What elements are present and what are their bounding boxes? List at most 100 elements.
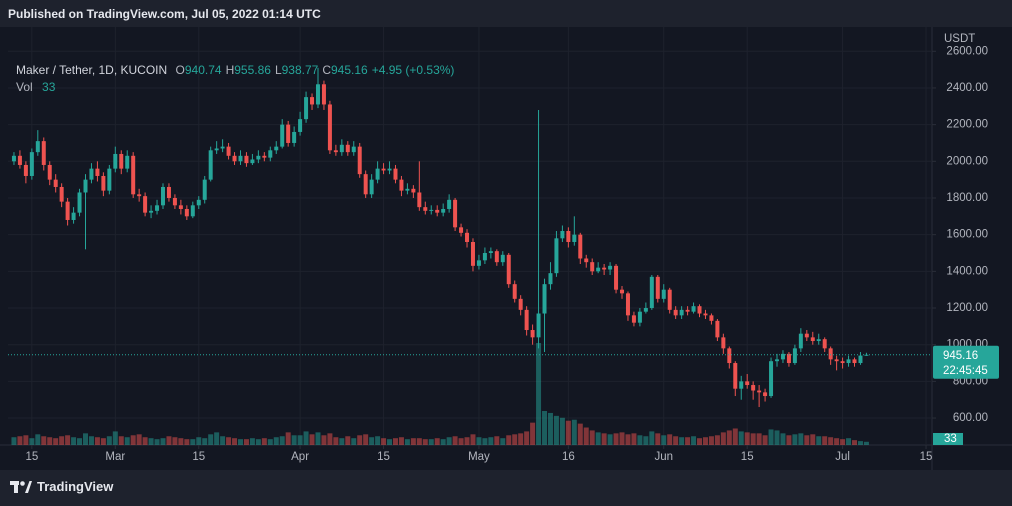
volume-bar (303, 431, 309, 445)
volume-bar (631, 433, 637, 445)
candle-body (315, 84, 320, 105)
candle-body (125, 155, 130, 169)
volume-bar (768, 429, 774, 445)
candle-body (107, 168, 112, 191)
volume-bar (625, 434, 631, 445)
volume-bar (750, 433, 756, 445)
candle-body (351, 146, 356, 153)
volume-bar (530, 422, 536, 445)
volume-bar (333, 437, 339, 445)
volume-bar (595, 432, 601, 445)
candle-body (119, 153, 124, 169)
ohlc-key: L (274, 63, 282, 77)
volume-bar (41, 436, 47, 445)
volume-bar (542, 411, 548, 445)
candle-body (727, 348, 732, 364)
legend: Maker / Tether, 1D, KUCOIN O940.74 H955.8… (16, 62, 454, 96)
candle-body (828, 348, 833, 360)
volume-bar (744, 432, 750, 445)
candle-body (620, 289, 625, 294)
volume-bar (416, 438, 422, 445)
candle-body (327, 104, 332, 151)
candle-body (411, 188, 416, 193)
currency: USDT (944, 33, 975, 45)
candle-body (691, 306, 696, 312)
x-tick-label: 15 (377, 451, 390, 463)
volume-bar (124, 437, 130, 445)
candle-body (399, 179, 404, 191)
candle-body (417, 192, 422, 208)
volume-bar (601, 433, 607, 445)
volume-bar (190, 439, 196, 445)
candle-body (339, 144, 344, 153)
volume-bar (23, 435, 29, 445)
volume-bar (398, 437, 404, 445)
candle-body (769, 361, 774, 397)
volume-bar (142, 437, 148, 445)
volume-bar (249, 438, 255, 445)
footer: TradingView (10, 479, 113, 494)
candle-body (548, 273, 553, 285)
volume-row: Vol 33 (16, 79, 454, 96)
candle-body (23, 164, 28, 176)
candle-body (441, 208, 446, 213)
candle-body (363, 174, 368, 195)
volume-bar (208, 434, 214, 445)
volume-bar (589, 430, 595, 445)
x-tick-label: 15 (920, 451, 933, 463)
volume-bar (458, 438, 464, 445)
candle-body (751, 385, 756, 391)
candle-body (298, 119, 303, 132)
candle-body (232, 155, 237, 162)
candle-body (524, 309, 529, 331)
ohlc-value: 940.74 (184, 63, 222, 77)
volume-bar (816, 436, 822, 445)
candle-body (11, 155, 16, 162)
volume-bar (339, 438, 345, 445)
candle-body (721, 337, 726, 349)
candle-body (733, 363, 738, 389)
volume-bar (387, 439, 393, 445)
candle-body (238, 155, 243, 162)
candle-body (655, 276, 660, 299)
candle-body (786, 353, 791, 364)
candle-body (822, 339, 827, 349)
candle-body (41, 141, 46, 165)
y-tick-label: 2200.00 (946, 119, 988, 131)
candle-body (643, 308, 648, 312)
volume-bar (702, 437, 708, 445)
last-volume-box (933, 433, 963, 445)
volume-bar (697, 438, 703, 445)
x-tick-label: May (468, 451, 490, 463)
volume-bar (792, 434, 798, 445)
candle-body (95, 168, 100, 176)
volume-bar (35, 434, 41, 445)
candle-body (608, 265, 613, 270)
volume-bar (518, 433, 524, 445)
candle-body (208, 150, 213, 180)
candle-body (190, 205, 195, 217)
volume-bar (536, 343, 542, 445)
volume-bar (363, 434, 369, 445)
volume-bar (65, 435, 71, 445)
x-tick-label: 15 (25, 451, 38, 463)
volume-bar (613, 433, 619, 445)
volume-bar (679, 437, 685, 445)
candle-body (393, 168, 398, 180)
volume-bar (130, 435, 136, 445)
volume-bar (178, 438, 184, 445)
candle-body (637, 311, 642, 323)
volume-bar (863, 441, 869, 445)
candle-body (810, 337, 815, 342)
y-tick-label: 1600.00 (946, 229, 988, 241)
volume-bar (607, 434, 613, 445)
candle-body (381, 168, 386, 171)
candle-body (679, 309, 684, 316)
volume-bar (852, 440, 858, 445)
candle-body (286, 124, 291, 143)
candle-body (304, 97, 309, 120)
candle-body (202, 179, 207, 200)
candle-body (649, 276, 654, 309)
candle-body (685, 309, 690, 312)
volume-bar (649, 431, 655, 445)
